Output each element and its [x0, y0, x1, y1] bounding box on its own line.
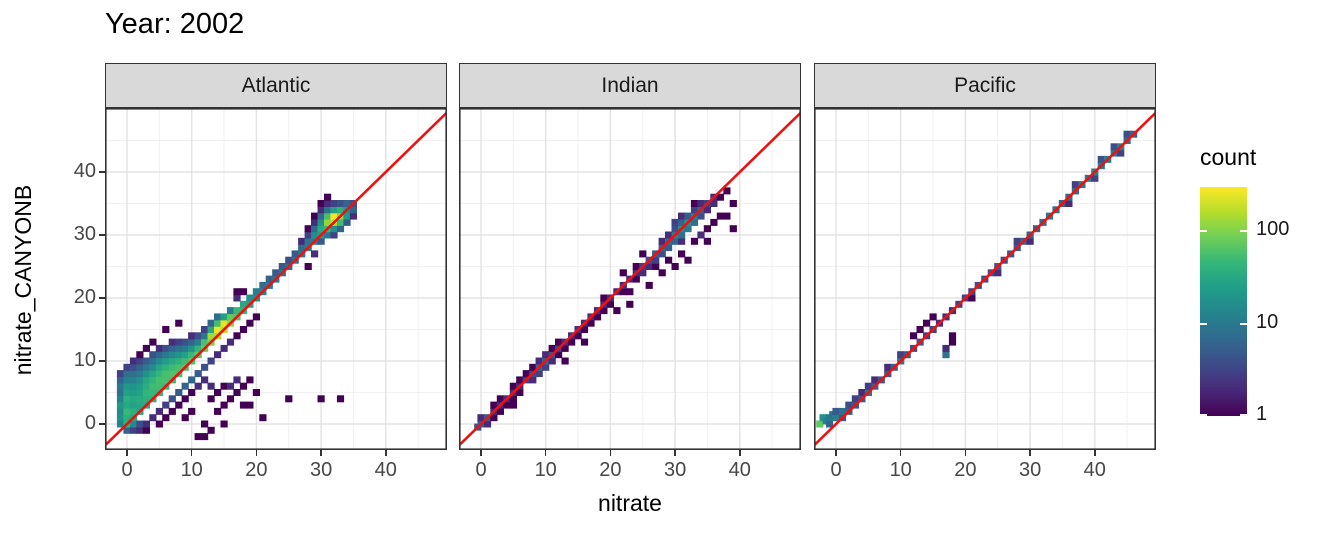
legend-tick-label-1: 1: [1256, 403, 1268, 425]
y-tick-label: 40: [73, 160, 96, 182]
x-tick-mark: [835, 450, 837, 456]
x-tick-mark: [255, 450, 258, 456]
x-tick-mark: [320, 450, 322, 456]
y-tick-mark: [99, 171, 105, 173]
panel-plot-area: [105, 108, 447, 450]
x-tick-mark: [674, 450, 676, 456]
x-tick-mark: [739, 450, 741, 456]
y-tick-label: 30: [73, 223, 96, 245]
x-tick-label: 40: [374, 459, 397, 481]
facet-panel-atlantic: [105, 108, 447, 450]
y-axis-title: nitrate_CANYONB: [10, 184, 36, 376]
x-tick-label: 20: [954, 459, 977, 481]
y-tick-mark: [99, 423, 105, 425]
y-tick-label: 20: [73, 286, 96, 308]
x-tick-label: 10: [180, 459, 203, 481]
facet-panel-indian: [459, 108, 801, 450]
facet-strip-indian: Indian: [459, 63, 801, 108]
x-tick-label: 0: [475, 459, 487, 481]
legend-colorbar-tick: [1200, 229, 1207, 232]
x-tick-label: 10: [534, 459, 557, 481]
x-tick-mark: [544, 450, 547, 456]
legend-colorbar: [1200, 187, 1247, 416]
y-tick-label: 0: [84, 412, 96, 434]
x-tick-label: 10: [889, 459, 912, 481]
y-tick-mark: [99, 234, 105, 236]
facet-panel-pacific: [814, 108, 1156, 450]
identity-abline: [814, 110, 1156, 448]
facet-strip-pacific: Pacific: [814, 63, 1156, 108]
x-axis-title: nitrate: [598, 490, 662, 516]
x-tick-mark: [126, 450, 128, 456]
legend-title: count: [1200, 144, 1257, 170]
y-tick-mark: [99, 360, 105, 362]
x-tick-mark: [1094, 450, 1096, 456]
legend-colorbar-tick: [1240, 322, 1247, 325]
x-tick-label: 30: [663, 459, 687, 481]
facet-strip-label: Pacific: [954, 73, 1016, 97]
legend-colorbar-tick: [1200, 414, 1207, 416]
panel-plot-area: [459, 108, 801, 450]
x-tick-label: 0: [121, 459, 133, 481]
x-tick-mark: [609, 450, 612, 456]
x-tick-mark: [385, 450, 387, 456]
x-tick-label: 40: [1083, 459, 1106, 481]
x-tick-label: 0: [830, 459, 842, 481]
facet-strip-label: Atlantic: [241, 73, 311, 97]
y-tick-label: 10: [73, 349, 96, 371]
x-tick-label: 20: [245, 459, 268, 481]
x-tick-mark: [899, 450, 902, 456]
legend-colorbar-tick: [1240, 229, 1247, 232]
x-tick-mark: [964, 450, 967, 456]
x-tick-label: 40: [728, 459, 751, 481]
legend-colorbar-tick: [1200, 322, 1207, 325]
facet-strip-atlantic: Atlantic: [105, 63, 447, 108]
plot-title: Year: 2002: [105, 8, 245, 40]
legend-tick-label-100: 100: [1256, 218, 1290, 240]
legend-colorbar-tick: [1240, 414, 1247, 416]
legend-tick-label-10: 10: [1256, 311, 1279, 333]
x-tick-label: 30: [309, 459, 333, 481]
bin2d-layer: [816, 130, 1138, 428]
identity-abline: [459, 110, 801, 448]
x-tick-label: 20: [599, 459, 622, 481]
x-tick-mark: [480, 450, 482, 456]
y-tick-mark: [99, 297, 105, 299]
x-tick-mark: [1029, 450, 1031, 456]
panel-plot-area: [814, 108, 1156, 450]
x-tick-mark: [190, 450, 193, 456]
x-tick-label: 30: [1018, 459, 1042, 481]
facet-strip-label: Indian: [601, 73, 659, 97]
identity-abline: [105, 110, 447, 448]
